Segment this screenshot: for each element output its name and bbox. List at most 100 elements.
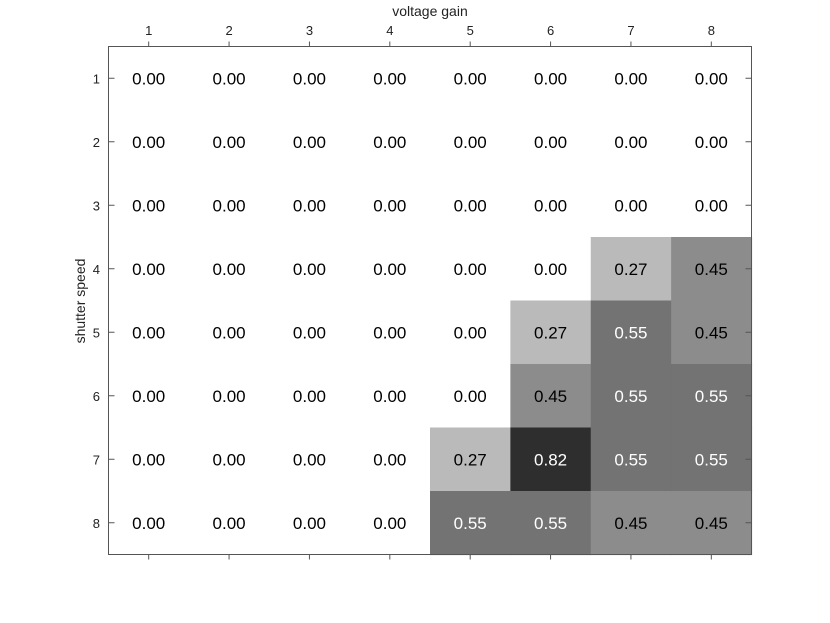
heatmap-cell	[349, 491, 431, 556]
cell-value-label: 0.00	[293, 260, 326, 279]
cell-value-label: 0.00	[132, 260, 165, 279]
heatmap-cell	[108, 46, 190, 111]
heatmap-cell	[349, 173, 431, 238]
heatmap-cell	[671, 427, 753, 492]
x-tick-label: 8	[708, 23, 715, 38]
cell-value-label: 0.00	[373, 133, 406, 152]
heatmap-cell	[188, 173, 270, 238]
heatmap-cell	[188, 364, 270, 429]
cell-value-label: 0.55	[614, 450, 647, 469]
cell-value-label: 0.00	[132, 450, 165, 469]
cell-value-label: 0.00	[132, 323, 165, 342]
heatmap-cell	[671, 491, 753, 556]
heatmap-cell	[269, 427, 351, 492]
heatmap-cell	[349, 300, 431, 365]
heatmap-cell	[510, 110, 592, 175]
cell-value-label: 0.00	[454, 133, 487, 152]
heatmap-cell	[510, 300, 592, 365]
heatmap-cell	[590, 237, 672, 302]
heatmap-cell	[590, 110, 672, 175]
heatmap-cell	[108, 173, 190, 238]
heatmap-cell	[510, 46, 592, 111]
cell-value-label: 0.27	[454, 450, 487, 469]
x-axis-label: voltage gain	[392, 3, 468, 19]
heatmap-cell	[430, 110, 511, 175]
x-tick-label: 1	[145, 23, 152, 38]
heatmap-cell	[430, 491, 511, 556]
y-tick-label: 7	[93, 452, 100, 467]
heatmap-cell	[108, 427, 190, 492]
axis-ticks: 1 2 3 4 5 6 7 8 1 2 3 4 5 6 7 8	[93, 23, 752, 560]
cell-value-label: 0.55	[534, 514, 567, 533]
cell-value-label: 0.00	[213, 387, 246, 406]
cell-value-label: 0.45	[695, 323, 728, 342]
cell-value-label: 0.00	[454, 323, 487, 342]
cell-value-label: 0.00	[293, 133, 326, 152]
cell-value-label: 0.45	[695, 260, 728, 279]
heatmap-cell	[269, 300, 351, 365]
cell-value-label: 0.00	[614, 69, 647, 88]
heatmap-cell	[108, 364, 190, 429]
cell-value-label: 0.00	[373, 514, 406, 533]
heatmap-cell	[269, 237, 351, 302]
cell-value-label: 0.55	[454, 514, 487, 533]
heatmap-cell	[430, 173, 511, 238]
cell-value-label: 0.00	[293, 450, 326, 469]
x-tick-label: 6	[547, 23, 554, 38]
x-tick-label: 2	[225, 23, 232, 38]
cell-value-label: 0.00	[614, 133, 647, 152]
cell-value-label: 0.00	[695, 133, 728, 152]
cell-value-label: 0.00	[213, 450, 246, 469]
heatmap-cell	[510, 491, 592, 556]
heatmap-cell	[671, 364, 753, 429]
heatmap-cell	[269, 491, 351, 556]
cell-value-label: 0.00	[373, 387, 406, 406]
cell-value-label: 0.55	[614, 323, 647, 342]
y-tick-label: 1	[93, 71, 100, 86]
cell-value-label: 0.00	[373, 196, 406, 215]
cell-value-label: 0.00	[293, 387, 326, 406]
heatmap-cell	[108, 300, 190, 365]
cell-value-label: 0.45	[534, 387, 567, 406]
heatmap-cell	[349, 46, 431, 111]
cell-value-label: 0.00	[213, 260, 246, 279]
y-tick-label: 6	[93, 389, 100, 404]
cell-value-label: 0.00	[534, 196, 567, 215]
heatmap-cell	[430, 364, 511, 429]
y-tick-label: 8	[93, 516, 100, 531]
heatmap-cell	[269, 173, 351, 238]
heatmap-cell	[108, 110, 190, 175]
cell-value-label: 0.00	[132, 69, 165, 88]
y-tick-label: 5	[93, 325, 100, 340]
cell-value-label: 0.00	[373, 323, 406, 342]
cell-value-label: 0.55	[614, 387, 647, 406]
heatmap-cell	[510, 173, 592, 238]
heatmap-cell	[188, 237, 270, 302]
cell-value-label: 0.27	[614, 260, 647, 279]
y-tick-label: 4	[93, 262, 100, 277]
heatmap-cell	[510, 237, 592, 302]
x-tick-label: 7	[627, 23, 634, 38]
cell-value-label: 0.00	[213, 69, 246, 88]
y-tick-label: 2	[93, 135, 100, 150]
cell-value-label: 0.00	[454, 387, 487, 406]
heatmap-cell	[188, 491, 270, 556]
heatmap-cell	[510, 427, 592, 492]
heatmap-cell	[430, 46, 511, 111]
cell-value-label: 0.00	[373, 69, 406, 88]
heatmap-cell	[590, 173, 672, 238]
cell-value-label: 0.00	[534, 260, 567, 279]
cell-value-label: 0.00	[373, 260, 406, 279]
cell-value-label: 0.00	[213, 133, 246, 152]
plot-frame	[108, 46, 752, 555]
heatmap-cell	[349, 427, 431, 492]
cell-value-label: 0.45	[695, 514, 728, 533]
x-tick-label: 5	[467, 23, 474, 38]
cell-value-label: 0.00	[132, 133, 165, 152]
x-tick-label: 3	[306, 23, 313, 38]
heatmap-cell	[671, 46, 753, 111]
heatmap-cell	[590, 46, 672, 111]
heatmap-cell	[188, 46, 270, 111]
heatmap-cell	[349, 237, 431, 302]
